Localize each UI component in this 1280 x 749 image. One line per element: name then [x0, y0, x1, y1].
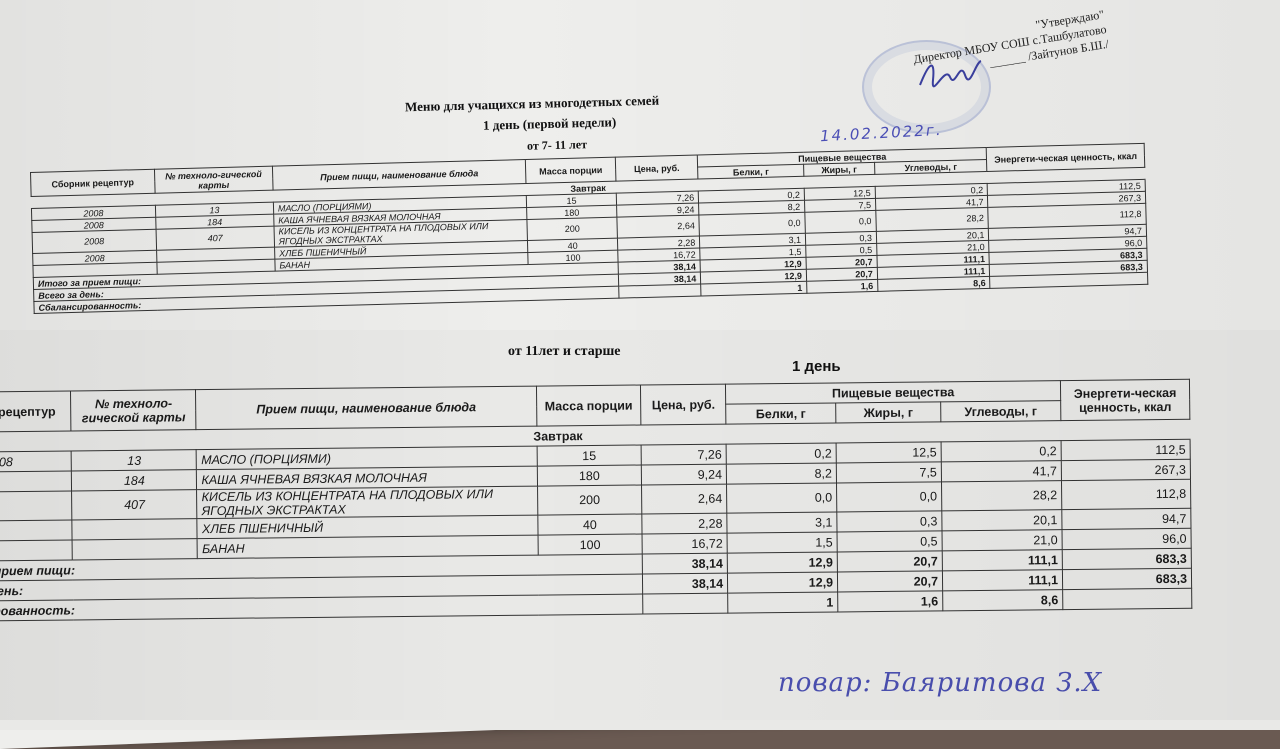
collection-cell: [0, 539, 73, 562]
fat-cell: 0,3: [836, 510, 942, 532]
energy-total: [1062, 588, 1192, 610]
mass-cell: 180: [536, 464, 642, 487]
protein-cell: 0,0: [699, 212, 806, 236]
fat-total: 20,7: [837, 550, 943, 572]
header-card: № техноло-гической карты: [154, 166, 273, 194]
price-total: 38,14: [642, 553, 728, 574]
protein-cell: 0,2: [726, 442, 837, 465]
energy-cell: 94,7: [1061, 508, 1191, 530]
price-cell: 2,64: [617, 214, 700, 239]
protein-cell: 3,1: [726, 511, 838, 534]
energy-cell: 96,0: [1062, 528, 1192, 550]
dish-cell: КИСЕЛЬ ИЗ КОНЦЕНТРАТА НА ПЛОДОВЫХ ИЛИ ЯГ…: [197, 486, 538, 519]
collection-cell: [0, 519, 73, 542]
energy-cell: 112,8: [1061, 479, 1191, 510]
carbs-total: 111,1: [942, 549, 1063, 571]
age-group-2: от 11лет и старше: [508, 344, 621, 359]
menu-table-7-11: Сборник рецептур № техноло-гической карты…: [30, 143, 1148, 314]
fat-cell: 0,0: [804, 210, 877, 234]
protein-total: 1: [700, 281, 807, 296]
header-carbs: Углеводы, г: [940, 400, 1061, 422]
energy-cell: 267,3: [1061, 459, 1191, 481]
age-group-1: от 7- 11 лет: [526, 137, 588, 153]
fat-cell: 0,5: [837, 530, 943, 552]
header-card: № техноло-гической карты: [70, 389, 197, 431]
price-cell: 9,24: [641, 464, 727, 485]
card-cell: [72, 518, 198, 540]
card-cell: [72, 538, 198, 560]
price-cell: 2,64: [641, 484, 727, 514]
director-signature: [919, 60, 982, 88]
mass-cell: 200: [537, 484, 643, 516]
protein-total: 12,9: [727, 571, 838, 594]
energy-cell: 112,5: [1061, 439, 1191, 461]
carbs-cell: 41,7: [941, 460, 1062, 482]
handwritten-cook-note: повар: Баяритова З.Х: [778, 668, 1103, 698]
protein-cell: 8,2: [726, 462, 837, 485]
header-energy: Энергети-ческая ценность, ккал: [1060, 379, 1190, 421]
header-mass: Масса порции: [535, 385, 642, 427]
protein-cell: 1,5: [727, 531, 838, 554]
official-stamp: [862, 40, 991, 134]
carbs-total: 8,6: [877, 276, 991, 292]
header-price: Цена, руб.: [615, 155, 699, 182]
collection-cell: 2008: [0, 450, 72, 473]
header-mass: Масса порции: [525, 157, 617, 184]
fat-total: 20,7: [837, 570, 943, 592]
energy-total: 683,3: [1062, 548, 1192, 570]
fat-cell: 0,0: [836, 481, 942, 512]
price-total: [618, 283, 702, 299]
header-collection: Сборник рецептур: [30, 169, 155, 197]
header-price: Цена, руб.: [640, 384, 726, 426]
carbs-cell: 0,2: [941, 440, 1062, 462]
mass-cell: 100: [537, 533, 643, 556]
mass-cell: 15: [536, 444, 642, 467]
day-label: 1 день: [792, 358, 841, 375]
mass-cell: 200: [527, 217, 618, 241]
header-dish: Прием пищи, наименование блюда: [195, 386, 537, 430]
mass-cell: 40: [537, 513, 643, 536]
carbs-cell: 28,2: [875, 207, 989, 232]
collection-cell: [0, 490, 73, 522]
header-fat: Жиры, г: [835, 401, 941, 423]
carbs-total: 8,6: [942, 589, 1063, 611]
fat-total: 1,6: [806, 279, 878, 294]
protein-total: 12,9: [727, 551, 838, 574]
price-total: 38,14: [642, 573, 728, 594]
price-cell: 7,26: [641, 444, 727, 465]
card-cell: 13: [71, 449, 197, 471]
card-cell: 407: [71, 489, 198, 520]
carbs-cell: 20,1: [941, 509, 1063, 531]
price-total: [643, 593, 728, 614]
energy-total: 683,3: [1062, 568, 1192, 590]
collection-cell: [0, 470, 72, 493]
price-cell: 16,72: [642, 533, 728, 554]
fat-cell: 12,5: [836, 441, 942, 463]
price-cell: 2,28: [642, 513, 728, 534]
carbs-total: 111,1: [942, 569, 1063, 591]
paper-sheet-lower: [0, 330, 1280, 730]
fat-cell: 7,5: [836, 461, 942, 483]
protein-cell: 0,0: [726, 482, 837, 514]
header-collection: Сборник рецептур: [0, 390, 72, 433]
carbs-cell: 21,0: [941, 529, 1063, 551]
card-cell: 184: [71, 469, 198, 491]
carbs-cell: 28,2: [941, 480, 1062, 511]
fat-total: 1,6: [837, 590, 943, 612]
header-protein: Белки, г: [725, 402, 836, 425]
protein-total: 1: [727, 591, 838, 614]
